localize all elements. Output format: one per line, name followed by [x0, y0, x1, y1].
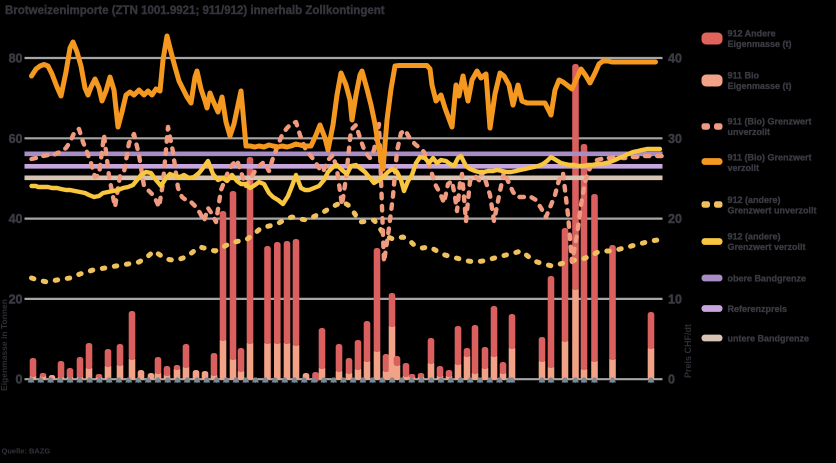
svg-text:Grenzwert verzollt: Grenzwert verzollt — [728, 242, 806, 252]
svg-text:40: 40 — [9, 212, 23, 226]
svg-text:30: 30 — [668, 132, 682, 146]
svg-text:Referenzpreis: Referenzpreis — [728, 304, 788, 314]
svg-text:911 Bio: 911 Bio — [728, 71, 760, 81]
svg-text:Eigenmasse (t): Eigenmasse (t) — [728, 81, 792, 91]
svg-text:0: 0 — [16, 373, 23, 387]
svg-text:20: 20 — [668, 212, 682, 226]
svg-text:60: 60 — [9, 132, 23, 146]
svg-text:20: 20 — [9, 292, 23, 306]
svg-text:912 Andere: 912 Andere — [728, 29, 776, 39]
svg-text:untere Bandgrenze: untere Bandgrenze — [728, 333, 810, 343]
svg-text:911 (Bio) Grenzwert: 911 (Bio) Grenzwert — [728, 153, 812, 163]
svg-text:912 (andere): 912 (andere) — [728, 195, 781, 205]
svg-text:912 (andere): 912 (andere) — [728, 232, 781, 242]
svg-text:unverzollt: unverzollt — [728, 127, 771, 137]
svg-text:10: 10 — [668, 292, 682, 306]
svg-text:Brotweizenimporte (ZTN 1001.99: Brotweizenimporte (ZTN 1001.9921; 911/91… — [5, 5, 385, 17]
svg-text:Quelle: BAZG: Quelle: BAZG — [2, 447, 51, 456]
svg-text:Eigenmasse (t): Eigenmasse (t) — [728, 39, 792, 49]
svg-text:Preis CHF/dt: Preis CHF/dt — [683, 324, 693, 378]
svg-text:80: 80 — [9, 52, 23, 66]
svg-text:911 (Bio) Grenzwert: 911 (Bio) Grenzwert — [728, 117, 812, 127]
svg-text:obere Bandgrenze: obere Bandgrenze — [728, 273, 807, 283]
svg-text:0: 0 — [668, 373, 675, 387]
svg-text:verzollt: verzollt — [728, 163, 760, 173]
svg-text:Eigenmasse in Tonnen: Eigenmasse in Tonnen — [0, 299, 9, 391]
svg-text:Grenzwert unverzollt: Grenzwert unverzollt — [728, 206, 817, 216]
svg-text:40: 40 — [668, 52, 682, 66]
